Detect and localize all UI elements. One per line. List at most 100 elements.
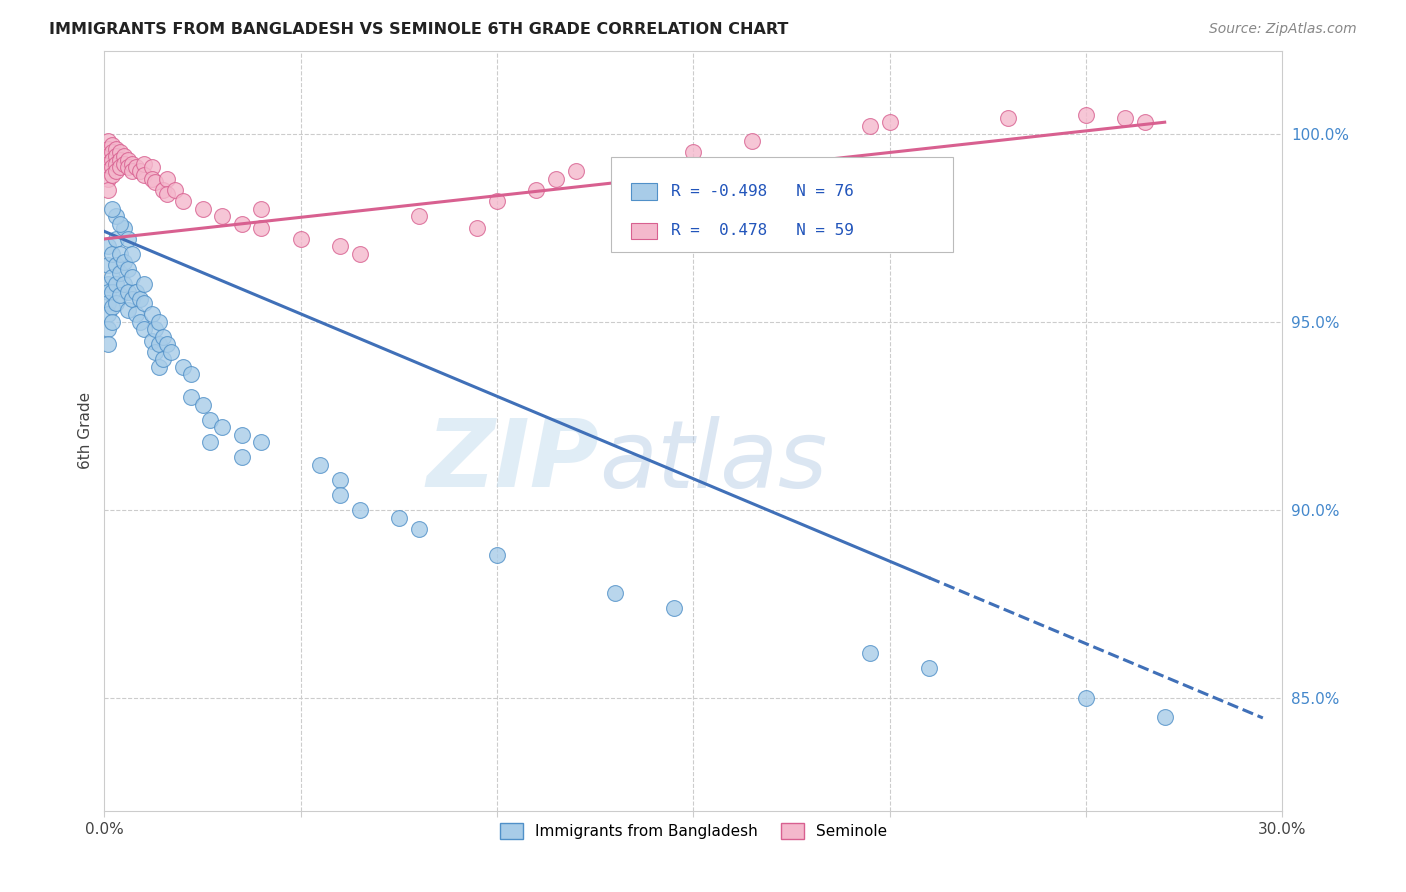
Point xyxy=(101,315,124,329)
Point xyxy=(250,435,273,450)
Point xyxy=(859,119,882,133)
Point xyxy=(141,171,163,186)
Point xyxy=(97,149,120,163)
Point xyxy=(156,171,179,186)
Point xyxy=(132,277,155,291)
Point xyxy=(524,183,547,197)
Point xyxy=(97,171,120,186)
Point xyxy=(156,186,179,201)
Point xyxy=(859,646,882,660)
Point xyxy=(121,292,143,306)
Point xyxy=(145,176,167,190)
Point xyxy=(349,247,371,261)
Point xyxy=(879,115,901,129)
Point xyxy=(1076,691,1098,706)
Text: Source: ZipAtlas.com: Source: ZipAtlas.com xyxy=(1209,22,1357,37)
Point xyxy=(231,450,253,465)
Point xyxy=(309,458,332,472)
Point xyxy=(121,269,143,284)
Point xyxy=(97,337,120,351)
Point xyxy=(105,210,128,224)
Point xyxy=(132,296,155,310)
Point xyxy=(408,522,430,536)
Point xyxy=(112,254,135,268)
Point xyxy=(180,390,202,404)
Point xyxy=(250,220,273,235)
Point xyxy=(117,153,139,167)
Point xyxy=(121,156,143,170)
Point xyxy=(112,277,135,291)
Point xyxy=(1114,112,1136,126)
Point xyxy=(97,285,120,299)
Point xyxy=(121,247,143,261)
Point xyxy=(467,220,489,235)
Point xyxy=(97,142,120,156)
Point xyxy=(128,292,150,306)
Point xyxy=(1153,710,1175,724)
Point xyxy=(1133,115,1156,129)
Point xyxy=(108,288,131,302)
Point xyxy=(105,156,128,170)
Point xyxy=(112,220,135,235)
Point xyxy=(125,161,148,175)
Point xyxy=(97,164,120,178)
Point xyxy=(97,156,120,170)
Point xyxy=(117,161,139,175)
Point xyxy=(682,145,704,160)
Point xyxy=(132,168,155,182)
Point xyxy=(603,586,626,600)
Point xyxy=(180,368,202,382)
Point xyxy=(128,164,150,178)
Point xyxy=(121,164,143,178)
Point xyxy=(101,269,124,284)
Point xyxy=(172,194,194,209)
Point xyxy=(200,412,222,426)
Point xyxy=(408,210,430,224)
Point xyxy=(152,352,174,367)
Point xyxy=(117,285,139,299)
Point xyxy=(191,398,214,412)
Point xyxy=(132,322,155,336)
Point xyxy=(997,112,1019,126)
Point xyxy=(128,315,150,329)
Point xyxy=(486,548,509,562)
Point xyxy=(145,344,167,359)
Point xyxy=(108,247,131,261)
Point xyxy=(145,322,167,336)
Point xyxy=(101,145,124,160)
Point xyxy=(148,337,170,351)
Point xyxy=(97,307,120,321)
Point xyxy=(211,210,233,224)
Point xyxy=(101,202,124,216)
Point xyxy=(1076,108,1098,122)
Point xyxy=(200,435,222,450)
Point xyxy=(125,307,148,321)
Point xyxy=(101,285,124,299)
Point xyxy=(105,258,128,272)
Point xyxy=(152,183,174,197)
Point xyxy=(231,427,253,442)
Point xyxy=(108,266,131,280)
Point xyxy=(231,217,253,231)
Point xyxy=(112,149,135,163)
Point xyxy=(105,164,128,178)
Point xyxy=(388,510,411,524)
Point xyxy=(117,262,139,277)
FancyBboxPatch shape xyxy=(612,157,953,252)
Point xyxy=(108,153,131,167)
Bar xyxy=(631,222,657,239)
Point xyxy=(486,194,509,209)
Point xyxy=(117,303,139,318)
Point xyxy=(108,161,131,175)
Point xyxy=(156,337,179,351)
Text: IMMIGRANTS FROM BANGLADESH VS SEMINOLE 6TH GRADE CORRELATION CHART: IMMIGRANTS FROM BANGLADESH VS SEMINOLE 6… xyxy=(49,22,789,37)
Bar xyxy=(631,183,657,200)
Point xyxy=(101,168,124,182)
Point xyxy=(132,156,155,170)
Point xyxy=(329,488,352,502)
Point xyxy=(250,202,273,216)
Point xyxy=(564,164,586,178)
Point xyxy=(97,322,120,336)
Point xyxy=(117,232,139,246)
Point xyxy=(349,503,371,517)
